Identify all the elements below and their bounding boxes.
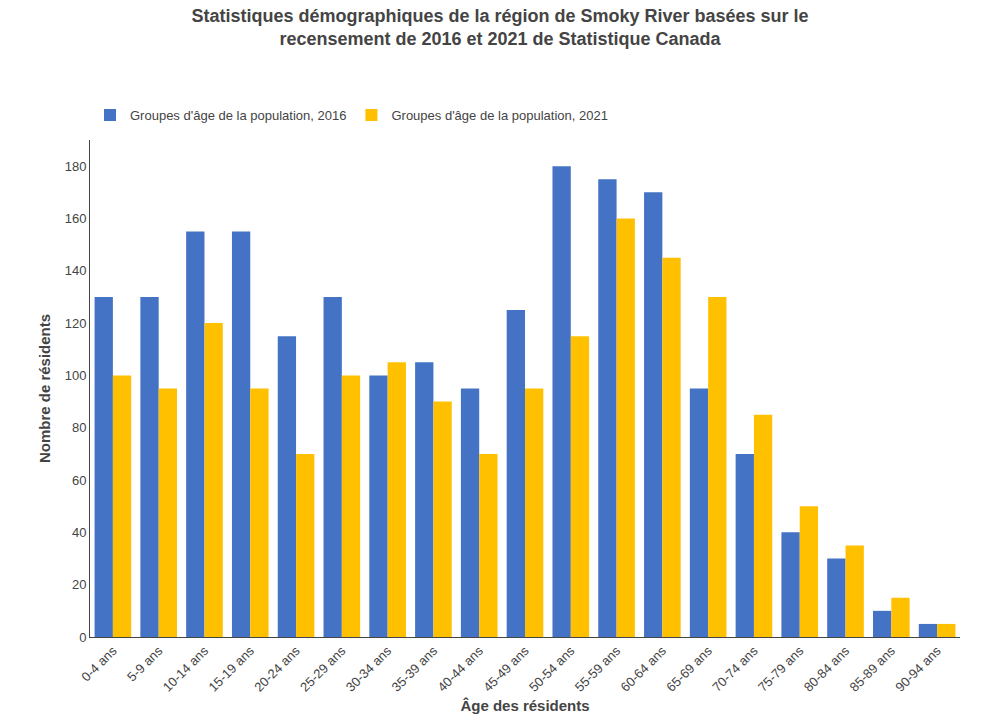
svg-text:45-49 ans: 45-49 ans xyxy=(480,643,532,695)
svg-text:75-79 ans: 75-79 ans xyxy=(755,643,807,695)
svg-text:120: 120 xyxy=(65,316,87,331)
svg-text:10-14 ans: 10-14 ans xyxy=(160,643,212,695)
svg-text:180: 180 xyxy=(65,159,87,174)
svg-text:50-54 ans: 50-54 ans xyxy=(526,643,578,695)
svg-text:30-34 ans: 30-34 ans xyxy=(343,643,395,695)
svg-text:160: 160 xyxy=(65,211,87,226)
svg-text:100: 100 xyxy=(65,368,87,383)
svg-text:20-24 ans: 20-24 ans xyxy=(251,643,303,695)
svg-text:0: 0 xyxy=(79,630,86,645)
svg-text:85-89 ans: 85-89 ans xyxy=(847,643,899,695)
svg-text:140: 140 xyxy=(65,263,87,278)
svg-text:25-29 ans: 25-29 ans xyxy=(297,643,349,695)
svg-text:0-4 ans: 0-4 ans xyxy=(78,643,120,685)
svg-text:35-39 ans: 35-39 ans xyxy=(389,643,441,695)
svg-text:Groupes d'âge de la population: Groupes d'âge de la population, 2016 xyxy=(130,108,346,123)
svg-text:Groupes d'âge de la population: Groupes d'âge de la population, 2021 xyxy=(391,108,607,123)
svg-text:90-94 ans: 90-94 ans xyxy=(892,643,944,695)
svg-text:5-9 ans: 5-9 ans xyxy=(124,643,166,685)
svg-text:60-64 ans: 60-64 ans xyxy=(618,643,670,695)
svg-text:60: 60 xyxy=(72,473,86,488)
svg-text:Statistiques démographiques de: Statistiques démographiques de la région… xyxy=(191,6,808,49)
svg-text:65-69 ans: 65-69 ans xyxy=(663,643,715,695)
svg-text:70-74 ans: 70-74 ans xyxy=(709,643,761,695)
svg-text:15-19 ans: 15-19 ans xyxy=(205,643,257,695)
svg-text:Nombre de résidents: Nombre de résidents xyxy=(36,314,53,463)
svg-text:80-84 ans: 80-84 ans xyxy=(801,643,853,695)
svg-text:80: 80 xyxy=(72,420,86,435)
svg-text:20: 20 xyxy=(72,577,86,592)
svg-text:Âge des résidents: Âge des résidents xyxy=(460,697,589,714)
svg-text:55-59 ans: 55-59 ans xyxy=(572,643,624,695)
svg-text:40-44 ans: 40-44 ans xyxy=(434,643,486,695)
svg-text:40: 40 xyxy=(72,525,86,540)
